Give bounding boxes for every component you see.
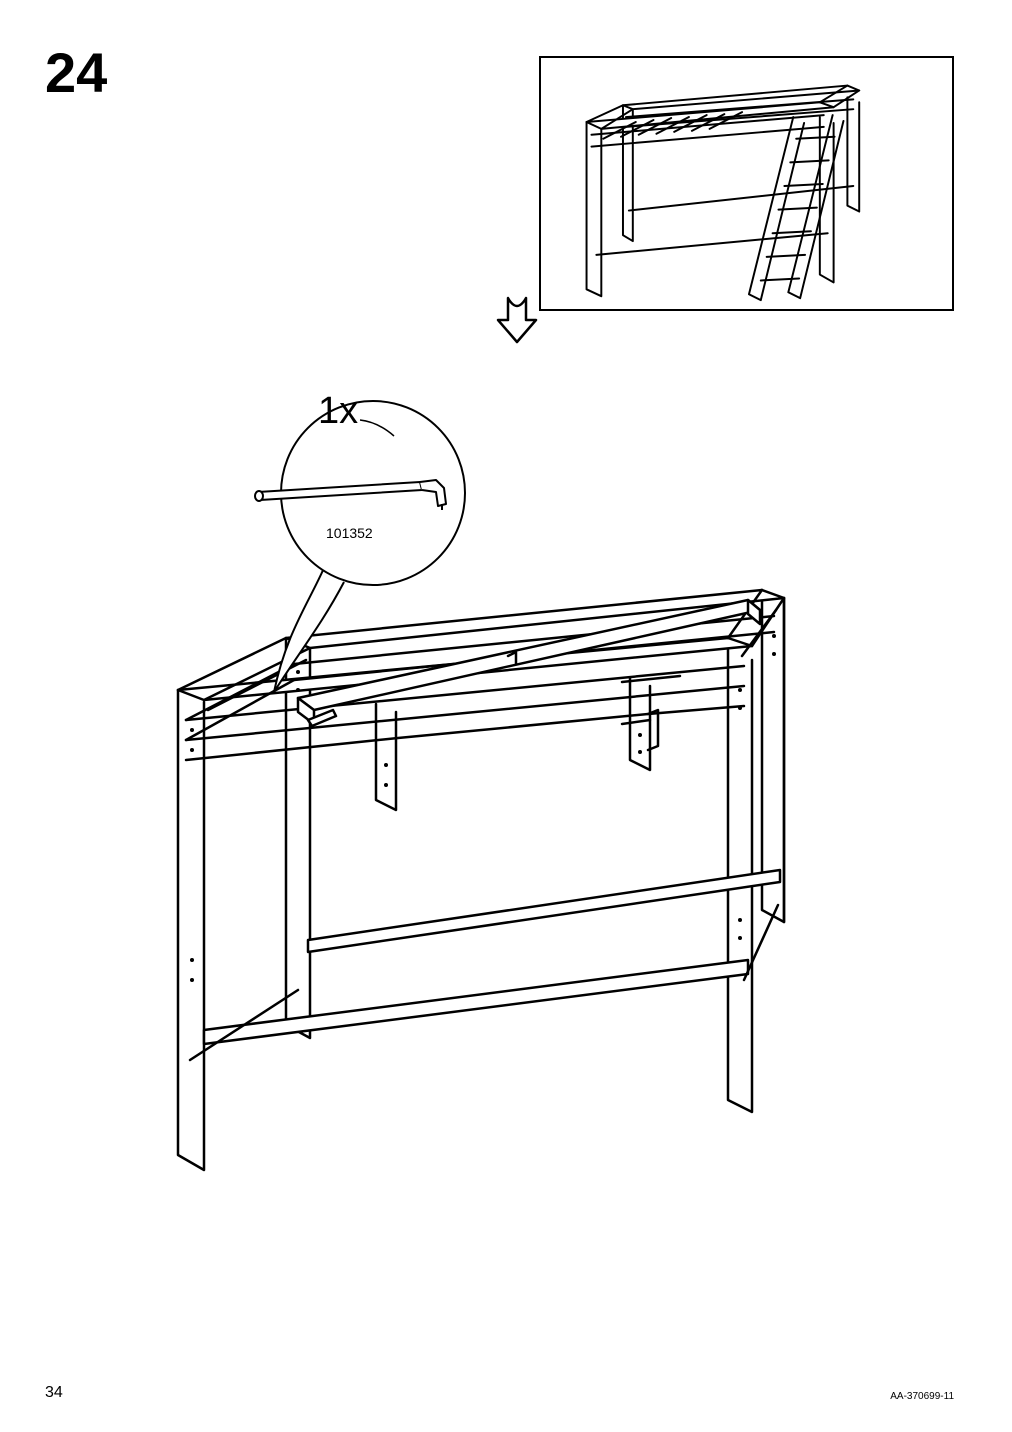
part-number-label: 101352 — [326, 525, 373, 541]
document-id: AA-370699-11 — [890, 1391, 954, 1402]
reference-image-box — [539, 56, 954, 311]
assembly-diagram — [148, 560, 868, 1280]
qty-pointer-line — [358, 418, 396, 438]
down-arrow-icon — [496, 296, 538, 344]
page-number: 34 — [45, 1384, 63, 1402]
loft-bed-reference-drawing — [541, 58, 952, 309]
part-quantity-label: 1x — [318, 390, 358, 433]
allen-key-tool-icon — [250, 470, 460, 520]
step-number: 24 — [45, 40, 107, 105]
callout-tail — [268, 564, 358, 704]
